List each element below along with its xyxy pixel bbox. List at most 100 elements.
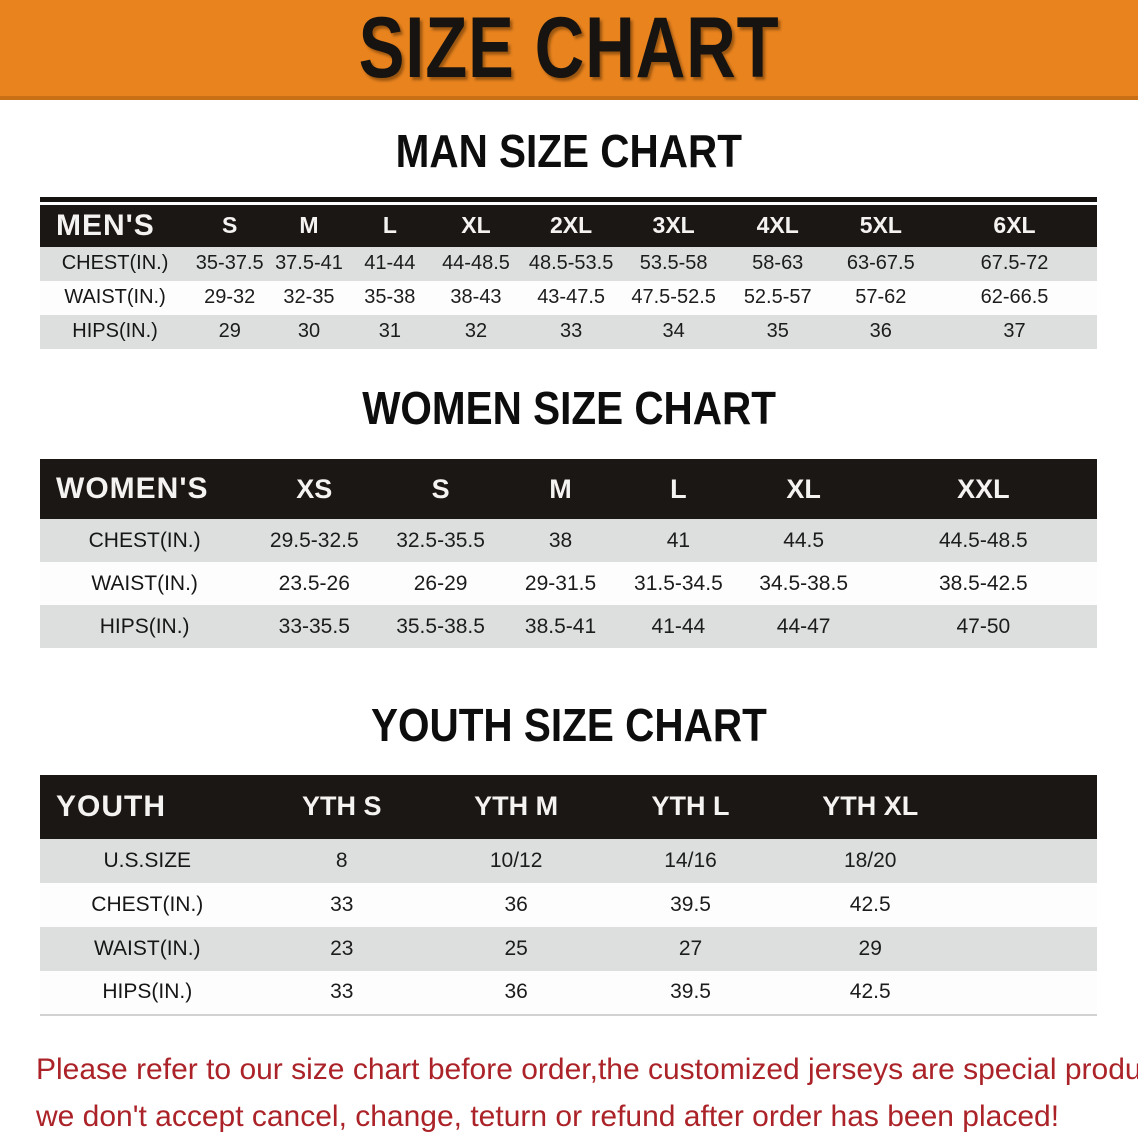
size-column-header: 4XL xyxy=(725,204,830,247)
size-value: 33 xyxy=(254,882,429,927)
measurement-label: CHEST(IN.) xyxy=(40,519,250,563)
size-value: 31.5-34.5 xyxy=(619,562,738,606)
size-column-header: YTH L xyxy=(603,774,778,839)
youth-section-heading: YOUTH SIZE CHART xyxy=(0,700,1138,751)
measurement-label: HIPS(IN.) xyxy=(40,314,191,349)
measurement-row: HIPS(IN.) 33 36 39.5 42.5 xyxy=(40,970,1097,1015)
size-value: 67.5-72 xyxy=(932,246,1097,281)
size-value: 41-44 xyxy=(619,605,738,649)
size-value: 44-48.5 xyxy=(431,246,521,281)
size-value: 36 xyxy=(829,314,933,349)
measurement-row: WAIST(IN.) 29-32 32-35 35-38 38-43 43-47.5 47.… xyxy=(40,280,1097,315)
youth-table-wrap: YOUTH YTH S YTH M YTH L YTH XL U.S.SIZE 8 10/12… xyxy=(40,774,1097,1016)
measurement-row: WAIST(IN.) 23.5-26 26-29 29-31.5 31.5-34.5 34… xyxy=(40,562,1097,606)
size-value: 38-43 xyxy=(431,280,521,315)
size-value: 53.5-58 xyxy=(621,246,726,281)
size-value: 32-35 xyxy=(269,280,349,315)
table-group-label: YOUTH xyxy=(40,774,255,839)
size-column-header: XXL xyxy=(869,459,1097,520)
size-value: 41-44 xyxy=(348,246,432,281)
spacer-cell xyxy=(962,926,1097,971)
spacer-cell xyxy=(962,774,1097,839)
spacer-cell xyxy=(962,882,1097,927)
size-value: 14/16 xyxy=(603,838,778,883)
women-section-heading: WOMEN SIZE CHART xyxy=(0,381,1138,434)
size-column-header: L xyxy=(348,204,432,247)
size-column-header: 5XL xyxy=(829,204,933,247)
size-column-header: XL xyxy=(431,204,521,247)
size-value: 29.5-32.5 xyxy=(249,519,380,563)
size-value: 43-47.5 xyxy=(520,280,622,315)
size-value: 34 xyxy=(621,314,726,349)
women-table-wrap: WOMEN'S XS S M L XL XXL CHEST(IN.) 29.5-32.5 32.5… xyxy=(40,459,1097,649)
size-column-header: YTH XL xyxy=(777,774,963,839)
size-value: 47.5-52.5 xyxy=(621,280,726,315)
men-size-section: MAN SIZE CHART MEN'S S M L XL 2XL 3XL 4XL 5XL 6XL… xyxy=(0,126,1138,349)
men-section-heading-text: MAN SIZE CHART xyxy=(395,125,743,177)
size-value: 36 xyxy=(428,970,604,1015)
size-value: 34.5-38.5 xyxy=(737,562,870,606)
youth-section-heading-text: YOUTH SIZE CHART xyxy=(371,699,767,752)
size-value: 33-35.5 xyxy=(249,605,380,649)
women-size-section: WOMEN SIZE CHART WOMEN'S XS S M L XL XXL CHEST(… xyxy=(0,381,1138,649)
size-value: 42.5 xyxy=(777,970,963,1015)
size-value: 27 xyxy=(603,926,778,971)
measurement-row: CHEST(IN.) 33 36 39.5 42.5 xyxy=(40,882,1097,927)
size-value: 23 xyxy=(254,926,429,971)
table-header-row: YOUTH YTH S YTH M YTH L YTH XL xyxy=(40,774,1097,839)
size-column-header: L xyxy=(619,459,738,520)
size-value: 42.5 xyxy=(777,882,963,927)
youth-size-section: YOUTH SIZE CHART YOUTH YTH S YTH M YTH L YTH… xyxy=(0,700,1138,1016)
size-value: 18/20 xyxy=(777,838,963,883)
size-chart-banner: SIZE CHART xyxy=(0,0,1138,100)
size-value: 33 xyxy=(520,314,622,349)
size-value: 35-37.5 xyxy=(190,246,270,281)
measurement-label: WAIST(IN.) xyxy=(40,280,191,315)
men-section-heading: MAN SIZE CHART xyxy=(0,126,1138,177)
size-value: 52.5-57 xyxy=(725,280,830,315)
spacer-cell xyxy=(962,970,1097,1015)
size-value: 35-38 xyxy=(348,280,432,315)
size-value: 37.5-41 xyxy=(269,246,349,281)
measurement-label: CHEST(IN.) xyxy=(40,246,191,281)
measurement-row: HIPS(IN.) 33-35.5 35.5-38.5 38.5-41 41-44 44-… xyxy=(40,605,1097,649)
size-value: 57-62 xyxy=(829,280,933,315)
size-value: 41 xyxy=(619,519,738,563)
spacer-cell xyxy=(962,838,1097,883)
measurement-label: HIPS(IN.) xyxy=(40,605,250,649)
size-column-header: S xyxy=(379,459,502,520)
size-column-header: M xyxy=(501,459,620,520)
size-value: 47-50 xyxy=(869,605,1097,649)
size-value: 23.5-26 xyxy=(249,562,380,606)
table-header-row: MEN'S S M L XL 2XL 3XL 4XL 5XL 6XL xyxy=(40,204,1097,247)
measurement-label: HIPS(IN.) xyxy=(40,970,255,1015)
banner-title: SIZE CHART xyxy=(358,0,780,96)
measurement-row: CHEST(IN.) 35-37.5 37.5-41 41-44 44-48.5 48.5… xyxy=(40,246,1097,281)
size-column-header: YTH M xyxy=(428,774,604,839)
size-value: 33 xyxy=(254,970,429,1015)
size-value: 38.5-42.5 xyxy=(869,562,1097,606)
size-column-header: XL xyxy=(737,459,870,520)
size-value: 31 xyxy=(348,314,432,349)
size-value: 39.5 xyxy=(603,882,778,927)
size-value: 32.5-35.5 xyxy=(379,519,502,563)
size-value: 29-32 xyxy=(190,280,270,315)
size-value: 38 xyxy=(501,519,620,563)
size-value: 10/12 xyxy=(428,838,604,883)
size-value: 62-66.5 xyxy=(932,280,1097,315)
size-value: 35.5-38.5 xyxy=(379,605,502,649)
size-value: 29 xyxy=(190,314,270,349)
order-disclaimer: Please refer to our size chart before or… xyxy=(36,1046,1138,1132)
size-column-header: YTH S xyxy=(254,774,429,839)
size-value: 37 xyxy=(932,314,1097,349)
measurement-label: WAIST(IN.) xyxy=(40,926,255,971)
women-section-heading-text: WOMEN SIZE CHART xyxy=(362,381,776,434)
size-column-header: 3XL xyxy=(621,204,726,247)
men-size-table: MEN'S S M L XL 2XL 3XL 4XL 5XL 6XL CHEST(IN.) 35-37… xyxy=(40,204,1097,349)
youth-size-table: YOUTH YTH S YTH M YTH L YTH XL U.S.SIZE 8 10/12… xyxy=(40,774,1097,1016)
size-value: 8 xyxy=(254,838,429,883)
size-value: 32 xyxy=(431,314,521,349)
measurement-row: WAIST(IN.) 23 25 27 29 xyxy=(40,926,1097,971)
size-value: 30 xyxy=(269,314,349,349)
size-value: 26-29 xyxy=(379,562,502,606)
